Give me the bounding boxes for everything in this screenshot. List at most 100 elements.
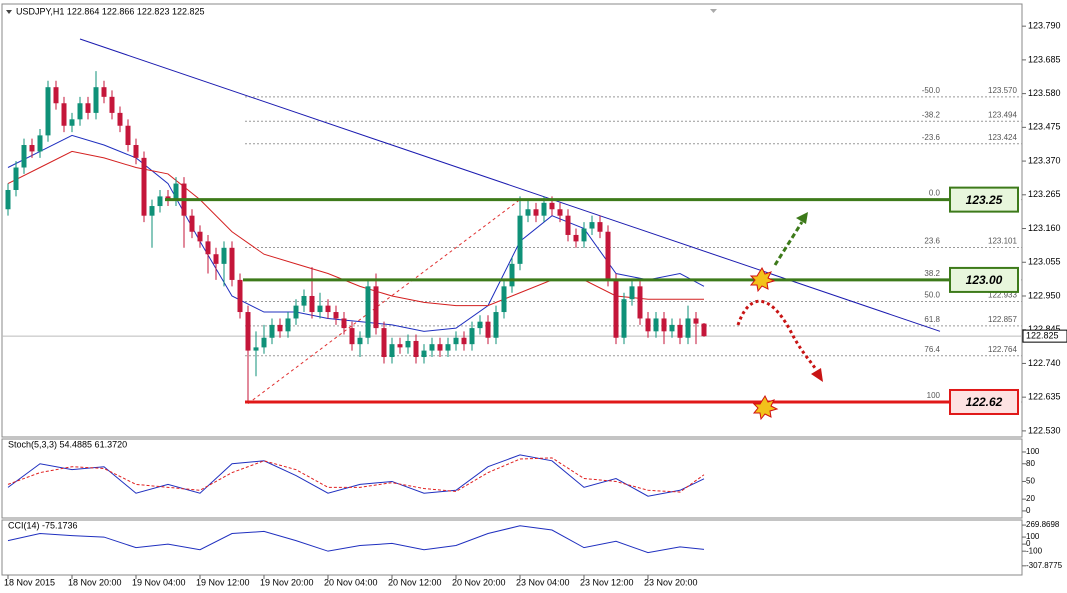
candle-body <box>229 247 235 280</box>
panel-y-tick-label: 100 <box>1026 532 1040 541</box>
panel-y-tick-label: 269.8698 <box>1026 520 1060 529</box>
x-tick-label: 18 Nov 20:00 <box>68 577 122 587</box>
y-tick-label: 123.160 <box>1028 223 1061 233</box>
main-panel <box>1 3 1023 438</box>
y-tick-label: 123.685 <box>1028 54 1061 64</box>
candle-body <box>645 318 651 332</box>
key-level-box <box>949 266 1019 293</box>
indicator-line <box>7 457 705 493</box>
candle-body <box>405 340 411 348</box>
candle-body <box>325 305 331 313</box>
candle-body <box>389 344 395 358</box>
y-tick-label: 123.475 <box>1028 122 1061 132</box>
key-level-box <box>949 388 1019 415</box>
panel-y-tick-label: -307.8775 <box>1026 561 1063 570</box>
fib-level: 76.4 <box>924 345 940 354</box>
fib-price: 123.494 <box>988 110 1017 119</box>
candle-body <box>349 328 355 345</box>
candle-body <box>149 206 155 216</box>
candle-body <box>141 157 147 216</box>
candle-body <box>133 145 139 158</box>
x-tick-label: 23 Nov 12:00 <box>580 577 634 587</box>
up-arrow <box>773 221 804 266</box>
candle-body <box>581 228 587 242</box>
candle-body <box>61 103 67 126</box>
candle-body <box>77 103 83 120</box>
x-tick-label: 18 Nov 2015 <box>4 577 55 587</box>
candle-body <box>261 337 267 348</box>
candle-body <box>189 215 195 232</box>
menu-icon <box>6 10 12 14</box>
candle-body <box>397 344 403 348</box>
panel-y-tick-label: 0 <box>1026 506 1031 515</box>
panel-y-tick-label: 80 <box>1026 459 1035 468</box>
candle-body <box>173 183 179 200</box>
key-level-label: 122.62 <box>966 395 1003 409</box>
candle-body <box>125 125 131 146</box>
candle-body <box>37 135 43 152</box>
candle-body <box>29 145 35 152</box>
candle-body <box>541 202 547 216</box>
candle-body <box>277 324 283 332</box>
breakout-marker <box>749 266 776 293</box>
indicator-line <box>7 454 705 497</box>
stoch-panel <box>1 438 1023 519</box>
candle-body <box>165 196 171 200</box>
candle-body <box>69 119 75 126</box>
candle-body <box>237 279 243 313</box>
panel-y-tick-label: -100 <box>1026 546 1043 555</box>
candle-body <box>157 196 163 207</box>
fib-level: 61.8 <box>924 315 940 324</box>
fib-level: 38.2 <box>924 269 940 278</box>
x-tick-label: 19 Nov 20:00 <box>260 577 314 587</box>
down-arrow-head <box>811 368 823 382</box>
candle-body <box>549 202 555 210</box>
candle-body <box>661 318 667 332</box>
moving-average <box>7 134 705 332</box>
candle-body <box>13 167 19 190</box>
x-tick-label: 20 Nov 20:00 <box>452 577 506 587</box>
y-tick-label: 122.740 <box>1028 358 1061 368</box>
fib-price: 123.570 <box>988 86 1017 95</box>
candle-body <box>285 318 291 332</box>
candle-body <box>613 279 619 338</box>
candle-body <box>5 189 11 210</box>
candle-body <box>637 286 643 319</box>
panel-y-tick-label: 100 <box>1026 447 1040 456</box>
candle-body <box>53 87 59 104</box>
fib-level: 100 <box>927 391 941 400</box>
candle-body <box>253 347 259 351</box>
x-tick-label: 19 Nov 12:00 <box>196 577 250 587</box>
candle-body <box>429 344 435 351</box>
fib-level: -50.0 <box>922 86 941 95</box>
panel-y-tick-label: 0 <box>1026 539 1031 548</box>
candle-body <box>101 87 107 97</box>
candle-body <box>565 215 571 235</box>
cci-panel <box>1 519 1023 576</box>
candle-body <box>365 286 371 338</box>
candle-body <box>413 340 419 358</box>
fib-price: 123.424 <box>988 133 1017 142</box>
fib-price: 122.764 <box>988 345 1017 354</box>
moving-average <box>7 150 704 307</box>
x-tick-label: 23 Nov 04:00 <box>516 577 570 587</box>
candle-body <box>501 286 507 313</box>
candle-body <box>685 318 691 338</box>
panel-title: Stoch(5,3,3) 54.4885 61.3720 <box>8 439 127 449</box>
candle-body <box>93 87 99 113</box>
candle-body <box>357 337 363 345</box>
fib-price: 122.857 <box>988 315 1017 324</box>
candle-body <box>221 247 227 264</box>
candle-body <box>309 295 315 313</box>
up-arrow-head <box>796 212 808 224</box>
candle-body <box>589 222 595 229</box>
fib-level: 50.0 <box>924 291 940 300</box>
candle-body <box>453 337 459 345</box>
last-price-label: 122.825 <box>1026 331 1059 341</box>
panel-y-tick-label: 20 <box>1026 494 1035 503</box>
candle-body <box>317 305 323 313</box>
candle-body <box>653 318 659 332</box>
last-price-box <box>1022 329 1067 343</box>
